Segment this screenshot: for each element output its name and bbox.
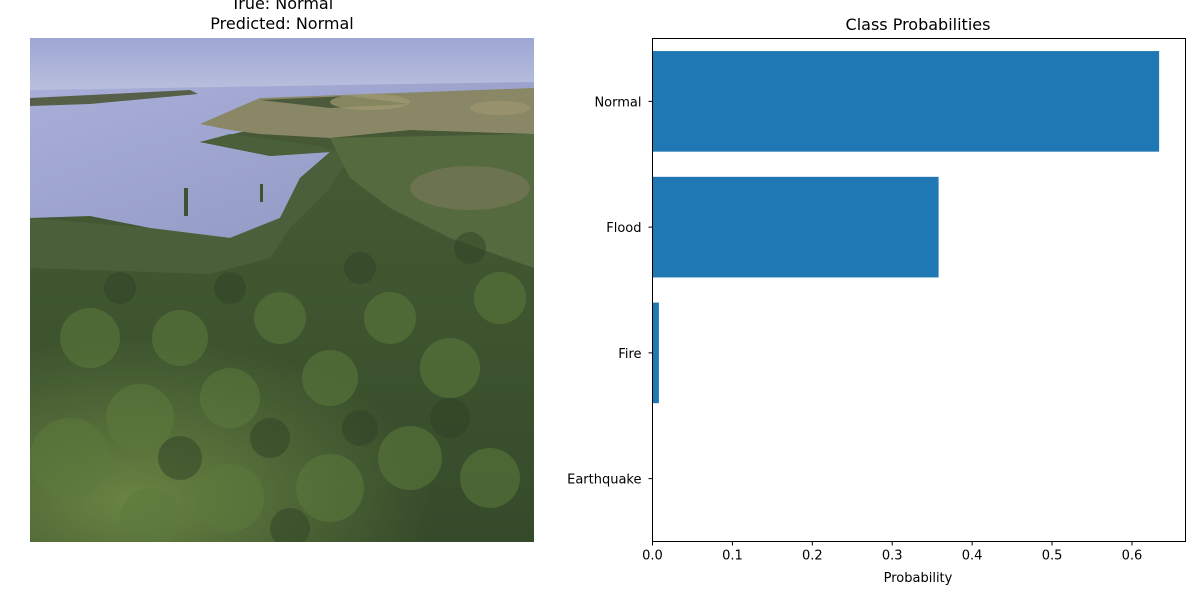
bar-normal [652,51,1160,152]
y-tick-label-flood: Flood [606,221,641,236]
x-tick-label: 0.6 [1122,549,1143,564]
x-tick-label: 0.3 [882,549,903,564]
y-tick-label-earthquake: Earthquake [567,473,641,488]
y-tick-label-fire: Fire [618,347,641,362]
bar-flood [652,176,939,278]
true-label-title: True: Normal [230,0,334,13]
predicted-label-title: Predicted: Normal [210,14,354,33]
x-axis-label: Probability [884,571,953,586]
aerial-photo [30,38,534,542]
x-tick-label: 0.0 [642,549,663,564]
chart-title: Class Probabilities [846,15,991,34]
plot-frame [652,38,1186,542]
bar-fire [652,302,659,404]
x-tick-label: 0.2 [802,549,823,564]
y-tick-label-normal: Normal [594,95,641,110]
x-tick-label: 0.5 [1042,549,1063,564]
x-tick-label: 0.1 [722,549,743,564]
x-tick-label: 0.4 [962,549,983,564]
aerial-landscape-illustration [30,38,534,542]
